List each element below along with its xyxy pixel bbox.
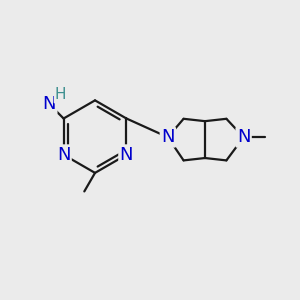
Text: N: N: [120, 146, 133, 164]
Text: N: N: [237, 128, 250, 146]
Text: H: H: [55, 87, 66, 102]
Text: N: N: [161, 128, 175, 146]
Text: N: N: [43, 95, 56, 113]
Text: N: N: [57, 146, 70, 164]
